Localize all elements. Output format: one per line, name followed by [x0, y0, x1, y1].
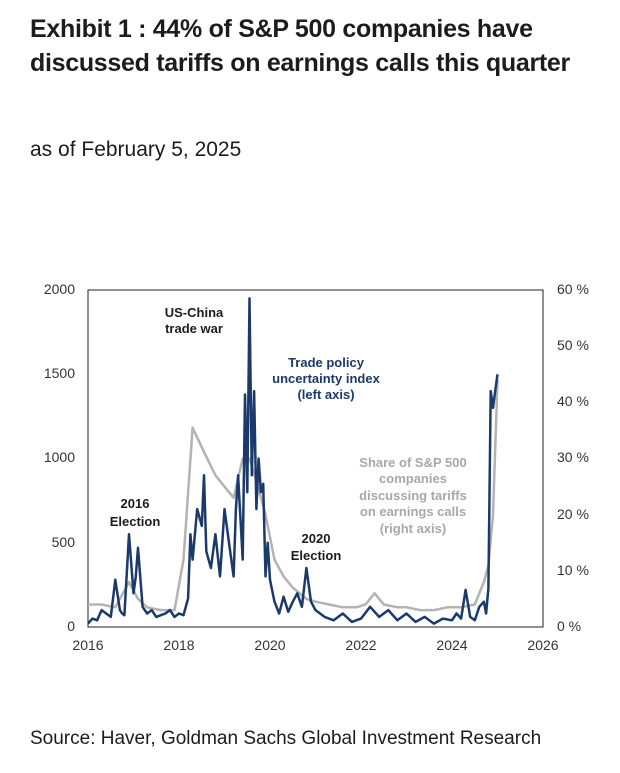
y-right-tick: 40 %	[557, 393, 589, 409]
y-left-tick: 500	[52, 534, 76, 550]
annotation-line: 2020	[302, 531, 331, 546]
share-series-line	[88, 379, 499, 612]
annotation-line: (left axis)	[297, 387, 354, 402]
chart-subtitle: as of February 5, 2025	[30, 138, 242, 161]
y-left-tick: 1500	[44, 365, 75, 381]
x-tick: 2024	[436, 637, 467, 653]
annotation-line: discussing tariffs	[359, 488, 467, 503]
election-2020-annotation: 2020 Election	[291, 531, 342, 563]
annotation-line: companies	[379, 471, 447, 486]
annotation-line: US-China	[165, 305, 224, 320]
y-left-tick: 0	[67, 618, 75, 634]
election-2016-annotation: 2016 Election	[110, 496, 161, 529]
annotation-line: 2016	[121, 496, 150, 511]
y-right-tick: 60 %	[557, 281, 589, 297]
y-right-tick: 0 %	[557, 618, 581, 634]
tpu-annotation: Trade policy uncertainty index (left axi…	[272, 355, 380, 402]
x-tick: 2018	[163, 637, 194, 653]
tpu-series-line	[87, 297, 499, 625]
annotation-line: uncertainty index	[272, 371, 380, 386]
tariff-chart: 0 500 1000 1500 2000 0 % 10 % 20 % 30 % …	[44, 281, 589, 653]
y-right-tick: 20 %	[557, 506, 589, 522]
annotation-line: trade war	[165, 321, 223, 336]
x-tick: 2020	[254, 637, 285, 653]
y-right-tick: 10 %	[557, 562, 589, 578]
source-note: Source: Haver, Goldman Sachs Global Inve…	[30, 728, 542, 749]
annotation-line: Election	[291, 548, 342, 563]
annotation-line: Election	[110, 514, 161, 529]
annotation-line: (right axis)	[380, 521, 446, 536]
annotation-line: on earnings calls	[360, 504, 466, 519]
x-tick: 2016	[72, 637, 103, 653]
y-left-tick: 2000	[44, 281, 75, 297]
us-china-annotation: US-China trade war	[165, 305, 224, 336]
y-right-tick: 30 %	[557, 449, 589, 465]
y-right-tick: 50 %	[557, 337, 589, 353]
page-title: Exhibit 1 : 44% of S&P 500 companies hav…	[30, 15, 570, 77]
plot-frame	[87, 289, 544, 628]
x-tick: 2022	[345, 637, 376, 653]
share-annotation: Share of S&P 500 companies discussing ta…	[359, 455, 467, 536]
annotation-line: Share of S&P 500	[359, 455, 466, 470]
x-tick: 2026	[527, 637, 558, 653]
y-left-tick: 1000	[44, 449, 75, 465]
annotation-line: Trade policy	[288, 355, 365, 370]
